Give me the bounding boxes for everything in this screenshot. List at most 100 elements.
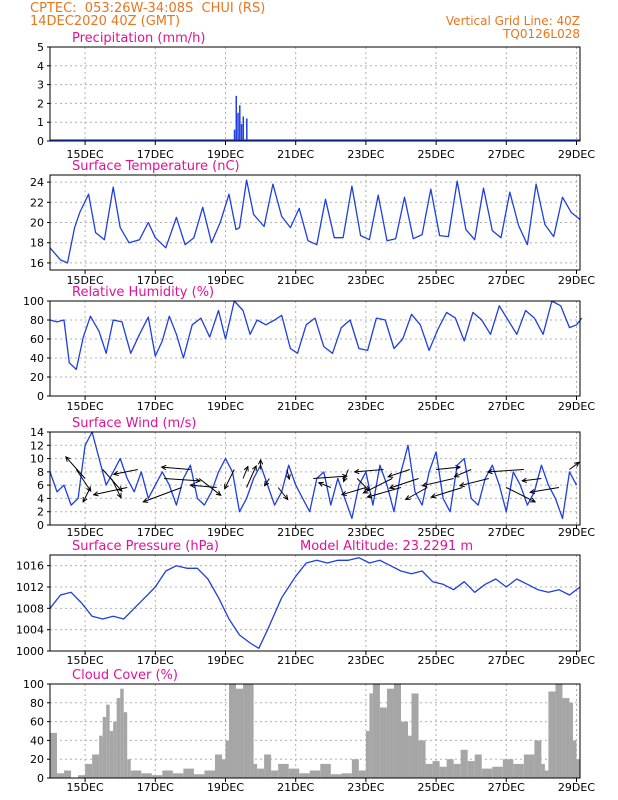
wind-arrow (354, 469, 384, 473)
cloud-bar (351, 759, 359, 778)
wind-arrow (356, 478, 370, 491)
y-tick-label: 1016 (16, 560, 44, 573)
cloud-bar (453, 763, 461, 778)
x-tick-label: 23DEC (347, 526, 384, 539)
wind-arrow-head (574, 461, 580, 467)
wind-arrow-head (362, 488, 369, 494)
y-tick-label: 0 (37, 390, 44, 403)
wind-arrow (422, 478, 454, 487)
y-tick-label: 100 (23, 678, 44, 691)
cloud-bar (221, 759, 226, 778)
x-tick-label: 27DEC (488, 781, 525, 794)
cloud-bar (534, 740, 542, 778)
panel-frame (49, 431, 581, 526)
y-tick-label: 3 (37, 79, 44, 92)
y-tick-label: 0 (37, 135, 44, 148)
cloud-bar (113, 721, 117, 778)
cloud-bar (460, 749, 468, 778)
y-tick-label: 80 (30, 314, 44, 327)
x-tick-label: 23DEC (347, 400, 384, 413)
x-tick-label: 25DEC (418, 781, 455, 794)
cloud-bar (99, 735, 103, 778)
x-tick-label: 15DEC (67, 526, 104, 539)
wind-arrow-head (215, 490, 222, 497)
wind-arrow-head (453, 472, 460, 478)
y-tick-label: 1008 (16, 602, 44, 615)
wind-arrow (318, 482, 331, 488)
cloud-bar (127, 759, 131, 778)
cloud-bar (408, 735, 412, 778)
x-tick-label: 23DEC (347, 274, 384, 287)
cloud-bar (50, 732, 58, 778)
wind-arrow-head (92, 491, 99, 497)
x-tick-label: 17DEC (137, 526, 174, 539)
wind-arrow (522, 478, 542, 482)
precip-bar (246, 118, 248, 141)
x-tick-label: 19DEC (207, 526, 244, 539)
panel-6: 0 20 40 60 80 100 15DEC 17DEC 19DEC 21DEC 23DEC 25D… (23, 668, 595, 794)
wind-arrow-head (82, 496, 88, 503)
y-tick-label: 18 (30, 237, 44, 250)
cloud-bar (365, 731, 370, 778)
x-tick-label: 21DEC (277, 654, 314, 667)
x-tick-label: 17DEC (137, 781, 174, 794)
x-tick-label: 27DEC (488, 400, 525, 413)
cloud-bar (425, 763, 433, 778)
precip-bar (233, 129, 236, 141)
x-tick-label: 21DEC (277, 274, 314, 287)
wind-arrow (343, 469, 349, 482)
cloud-bar (264, 754, 272, 778)
wind-arrow-head (189, 482, 196, 489)
x-tick-label: 25DEC (418, 148, 455, 161)
cloud-bar (123, 712, 128, 778)
x-tick-label: 15DEC (67, 654, 104, 667)
cloud-bar (544, 770, 549, 778)
x-tick-label: 17DEC (137, 274, 174, 287)
y-tick-label: 80 (30, 697, 44, 710)
cloud-bar (162, 770, 173, 778)
y-tick-label: 22 (30, 196, 44, 209)
x-tick-label: 23DEC (347, 781, 384, 794)
x-tick-label: 25DEC (418, 654, 455, 667)
cloud-bar (330, 774, 342, 778)
y-tick-label: 1 (37, 116, 44, 129)
cloud-bar (225, 740, 230, 778)
cloud-bar (502, 759, 514, 778)
cloud-bar (481, 768, 493, 778)
cloud-bar (439, 766, 447, 778)
cloud-bar (151, 775, 163, 778)
cloud-bar (116, 698, 121, 778)
x-tick-label: 23DEC (347, 654, 384, 667)
cloud-bar (492, 766, 503, 778)
y-tick-label: 4 (37, 492, 44, 505)
header-model: TQ0126L028 (502, 27, 580, 41)
y-tick-label: 10 (30, 453, 44, 466)
wind-arrow (530, 487, 560, 493)
wind-arrow (242, 466, 249, 479)
cloud-bar (109, 731, 114, 778)
wind-arrow-head (263, 480, 270, 487)
y-tick-label: 2 (37, 506, 44, 519)
wind-arrow-head (142, 497, 149, 503)
wind-arrow (93, 487, 128, 496)
wind-arrow (389, 478, 419, 489)
wind-arrow (341, 487, 367, 496)
series-line-4 (49, 431, 578, 520)
cloud-bar (418, 740, 426, 778)
wind-arrow (487, 469, 524, 473)
panel-title: Cloud Cover (%) (72, 668, 178, 683)
cloud-bar (106, 704, 110, 778)
cloud-bar (393, 684, 401, 778)
cloud-bar (250, 684, 254, 778)
cloud-bar (85, 763, 93, 778)
y-tick-label: 14 (30, 426, 44, 439)
y-tick-label: 40 (30, 734, 44, 747)
cloud-bar (278, 763, 289, 778)
y-tick-label: 4 (37, 60, 44, 73)
cloud-bar (288, 768, 300, 778)
wind-arrow (190, 484, 217, 488)
precip-bar (237, 112, 239, 141)
wind-arrow (161, 466, 191, 470)
wind-arrow (246, 465, 257, 488)
